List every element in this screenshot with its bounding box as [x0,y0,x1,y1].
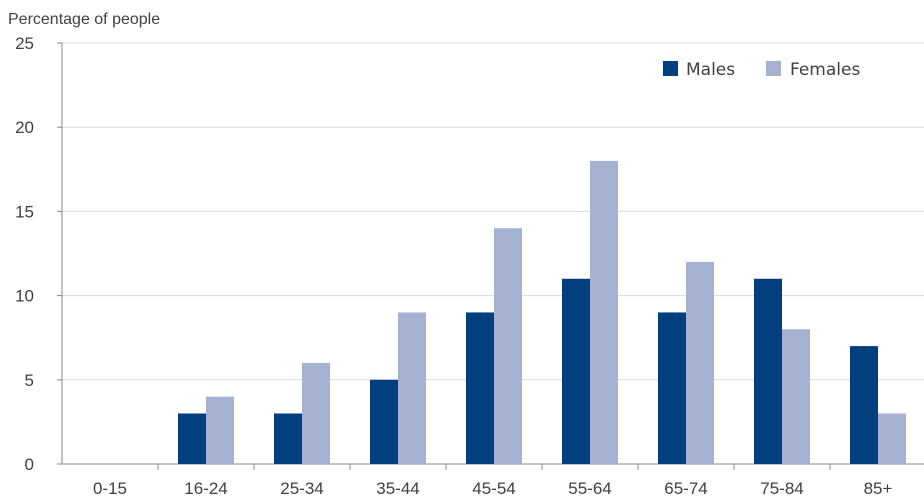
x-tick-label: 45-54 [472,479,515,498]
bar-females-75-84 [782,329,810,464]
x-tick-label: 0-15 [93,479,127,498]
y-tick-label: 5 [25,371,34,390]
x-tick-label: 75-84 [760,479,803,498]
x-tick-label: 55-64 [568,479,611,498]
y-axis-label: Percentage of people [8,11,160,28]
bar-females-55-64 [590,160,618,464]
x-tick-label: 35-44 [376,479,419,498]
y-tick-label: 10 [15,287,34,306]
x-tick-labels: 0-15 16-24 25-34 35-44 45-54 55-64 65-74 75-84 8… [93,464,893,498]
bar-males-25-34 [274,413,302,464]
y-tick-label: 15 [15,202,34,221]
bar-males-45-54 [466,312,494,464]
y-tick-label: 0 [25,455,34,474]
bar-males-16-24 [178,413,206,464]
x-tick-label: 85+ [864,479,893,498]
bar-females-85+ [878,413,906,464]
bar-males-75-84 [754,278,782,464]
bar-males-85+ [850,346,878,464]
x-tick-label: 65-74 [664,479,707,498]
x-tick-label: 25-34 [280,479,323,498]
bar-females-45-54 [494,228,522,464]
y-tick-label: 25 [15,34,34,53]
y-tick-label: 20 [15,118,34,137]
legend: Males Females [663,60,860,80]
bars [178,160,906,464]
legend-label-males: Males [686,60,735,80]
legend-swatch-males [663,61,678,76]
y-tick-labels: 0 5 10 15 20 25 [15,34,62,474]
bar-females-25-34 [302,362,330,464]
bar-males-55-64 [562,278,590,464]
x-tick-label: 16-24 [184,479,227,498]
bar-females-35-44 [398,312,426,464]
bar-males-35-44 [370,379,398,464]
legend-label-females: Females [790,60,860,80]
bar-females-16-24 [206,396,234,464]
bar-females-65-74 [686,261,714,464]
bar-males-65-74 [658,312,686,464]
legend-swatch-females [766,61,781,76]
